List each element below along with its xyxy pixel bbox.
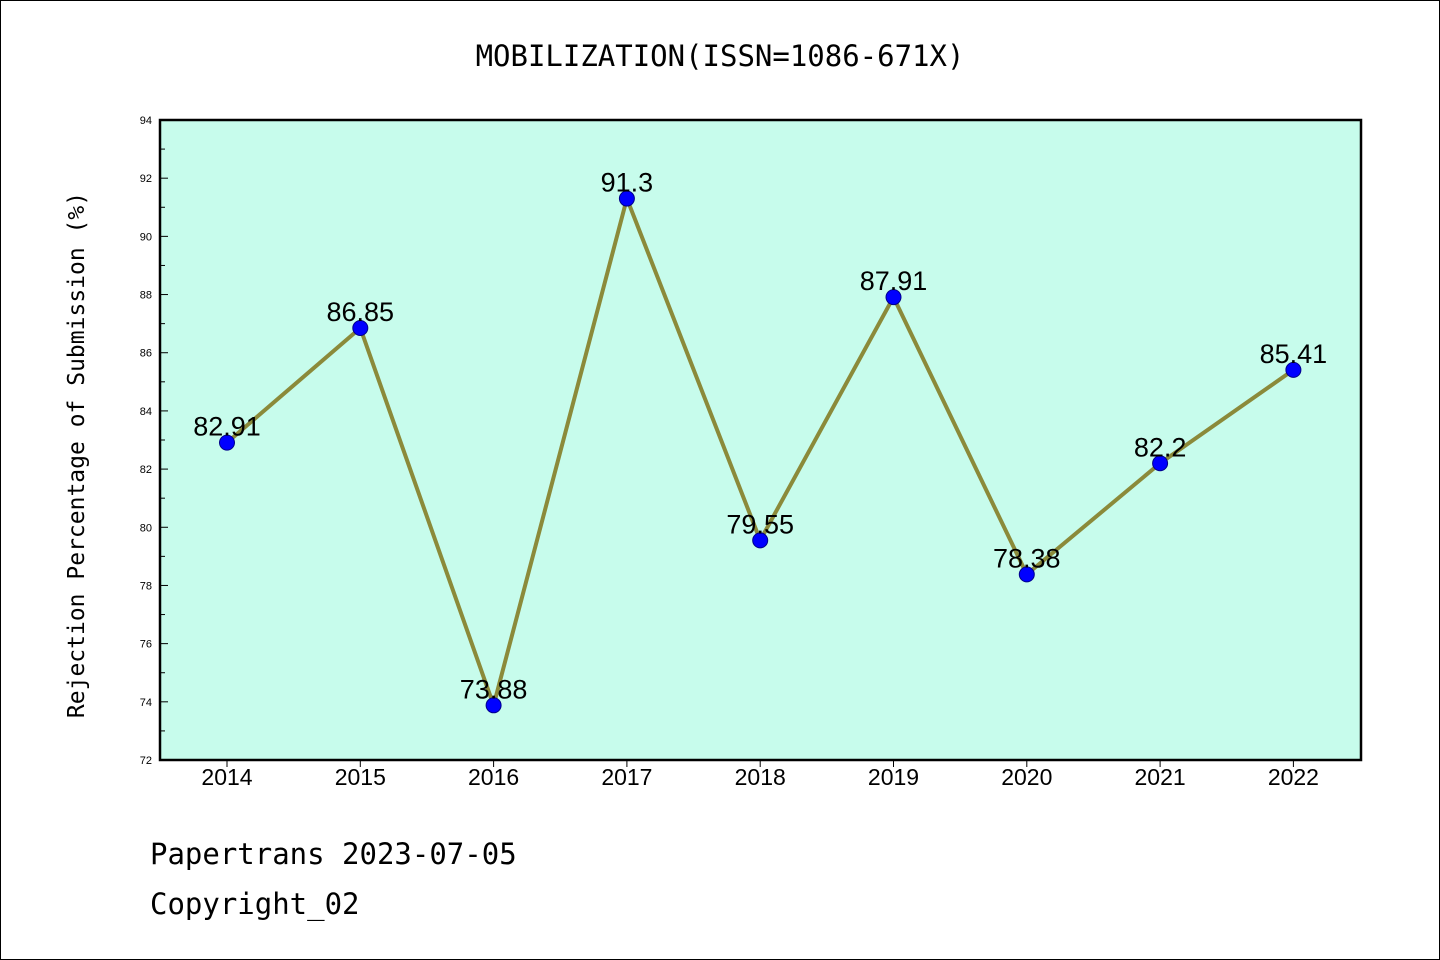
y-tick-label: 80 [140,522,152,534]
data-point [618,190,635,207]
x-tick-label: 2021 [1135,764,1186,790]
y-tick-label: 92 [140,173,152,185]
x-tick-label: 2022 [1268,764,1319,790]
data-label: 82.91 [193,412,261,442]
y-tick-label: 88 [140,290,152,302]
plot-area [160,120,1361,760]
x-tick-label: 2016 [468,764,519,790]
x-axis: 2014 2015 2016 2017 2018 2019 2020 2021 2022 [201,760,1319,790]
data-point [485,697,502,714]
x-tick-label: 2017 [601,764,652,790]
data-point [1152,455,1169,472]
data-label: 73.88 [460,674,528,704]
x-tick-label: 2020 [1001,764,1052,790]
y-tick-label: 76 [140,639,152,651]
y-tick-label: 90 [140,231,152,243]
x-tick-label: 2018 [735,764,786,790]
y-axis-label: Rejection Percentage of Submission (%) [64,192,90,718]
data-label: 82.2 [1134,432,1187,462]
y-tick-label: 86 [140,348,152,360]
y-axis: 72 74 76 78 80 82 84 86 88 90 92 94 [140,115,168,767]
data-label: 85.41 [1260,339,1328,369]
y-tick-label: 82 [140,464,152,476]
data-point [1285,361,1302,378]
data-label: 87.91 [860,266,928,296]
y-tick-label: 74 [140,697,152,709]
plot-border [158,118,1363,762]
footer-copyright: Copyright_02 [150,887,360,922]
y-tick-label: 72 [140,755,152,767]
data-label: 79.55 [726,509,794,539]
x-tick-label: 2014 [201,764,252,790]
y-tick-label: 94 [140,115,152,127]
footer-date: Papertrans 2023-07-05 [150,837,517,871]
chart-title: MOBILIZATION(ISSN=1086-671X) [476,39,965,73]
x-tick-label: 2015 [335,764,386,790]
data-point [352,320,369,336]
data-label: 91.3 [601,168,654,198]
data-point [885,289,902,306]
data-point [219,434,235,451]
data-label: 86.85 [327,297,395,327]
data-point [1018,566,1035,583]
y-tick-label: 78 [140,580,152,592]
y-tick-label: 84 [140,406,152,418]
data-labels: 82.91 86.85 73.88 91.3 79.55 87.91 78.38 82.2 85… [193,168,1327,705]
data-point [752,532,769,549]
x-tick-label: 2019 [868,764,919,790]
series-rejection-percentage [219,190,1302,714]
data-label: 78.38 [993,543,1061,573]
